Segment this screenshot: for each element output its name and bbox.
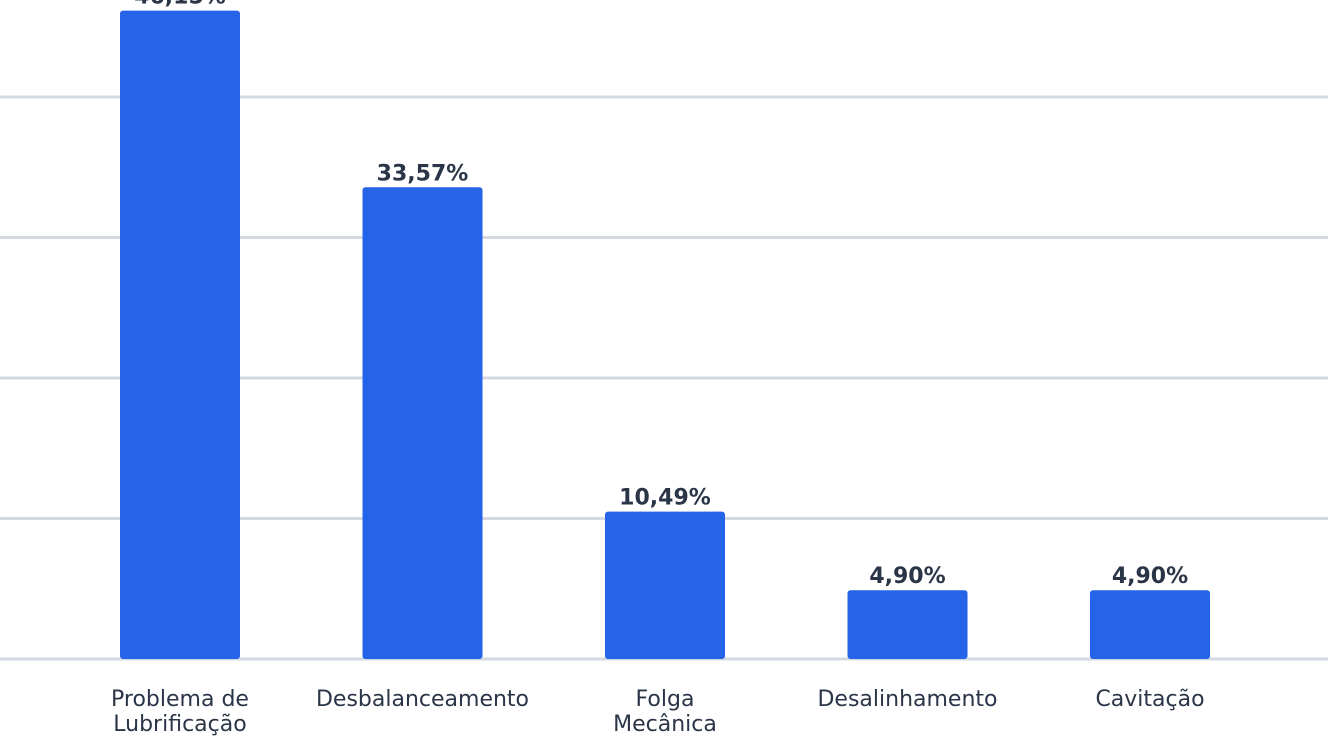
category-label-line: Cavitação — [1095, 687, 1204, 712]
category-label-3: Desalinhamento — [817, 687, 997, 712]
category-label-4: Cavitação — [1095, 687, 1204, 712]
category-label-line: Mecânica — [613, 712, 717, 737]
value-label-2: 10,49% — [619, 486, 711, 511]
category-label-1: Desbalanceamento — [316, 687, 529, 712]
category-label-line: Lubrificação — [113, 712, 246, 737]
value-label-3: 4,90% — [869, 564, 945, 589]
category-label-0: Problema de Lubrificação — [111, 687, 249, 737]
category-label-line: Desbalanceamento — [316, 687, 529, 712]
value-label-4: 4,90% — [1112, 564, 1188, 589]
bar-3 — [847, 590, 968, 659]
bars — [120, 10, 1210, 660]
value-label-0: 46,15% — [134, 0, 226, 10]
category-label-line: Desalinhamento — [817, 687, 997, 712]
value-labels: 46,15% 33,57% 10,49% 4,90% 4,90% — [134, 0, 1188, 589]
category-label-line: Folga — [636, 687, 695, 712]
category-labels: Problema de Lubrificação Desbalanceamento F… — [111, 687, 1205, 737]
category-label-line: Problema de — [111, 687, 249, 712]
bar-2 — [605, 511, 725, 659]
bar-0 — [120, 10, 240, 660]
category-label-2: Folga Mecânica — [613, 687, 717, 737]
bar-1 — [362, 187, 483, 660]
bar-4 — [1090, 590, 1210, 659]
value-label-1: 33,57% — [377, 161, 469, 186]
